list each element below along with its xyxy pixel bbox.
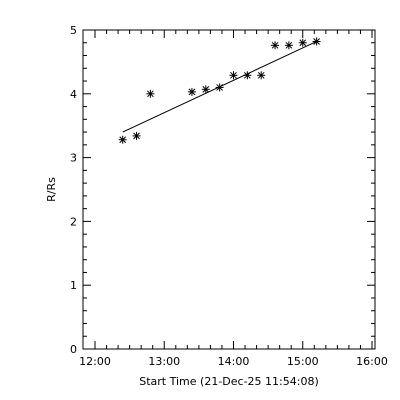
x-axis-label: Start Time (21-Dec-25 11:54:08) [139, 375, 319, 388]
y-tick-label: 2 [70, 215, 77, 228]
data-point [146, 89, 155, 98]
data-point [312, 37, 321, 46]
data-point [257, 71, 266, 80]
y-tick-label: 1 [70, 279, 77, 292]
plot-frame [82, 29, 376, 350]
data-point [271, 41, 280, 50]
x-tick-label: 12:00 [79, 355, 111, 368]
data-point [118, 135, 127, 144]
tick-layer [83, 29, 375, 350]
y-tick-label: 5 [70, 24, 77, 37]
data-point [201, 85, 210, 94]
x-tick-label: 15:00 [287, 355, 319, 368]
x-tick-label: 16:00 [356, 355, 388, 368]
data-point [215, 83, 224, 92]
data-point [284, 41, 293, 50]
data-point [187, 87, 196, 96]
x-tick-label: 13:00 [148, 355, 180, 368]
label-layer: 12:00 13:00 14:00 15:00 16:00 0 1 2 3 4 5 [70, 24, 388, 368]
data-point [132, 131, 141, 140]
data-point [229, 71, 238, 80]
y-tick-label: 3 [70, 152, 77, 165]
x-tick-label: 14:00 [218, 355, 250, 368]
y-axis-label: R/Rs [45, 177, 58, 202]
data-point [298, 38, 307, 47]
y-tick-label: 4 [70, 88, 77, 101]
marker-layer [118, 37, 321, 144]
y-tick-label: 0 [70, 343, 77, 356]
data-point [243, 71, 252, 80]
